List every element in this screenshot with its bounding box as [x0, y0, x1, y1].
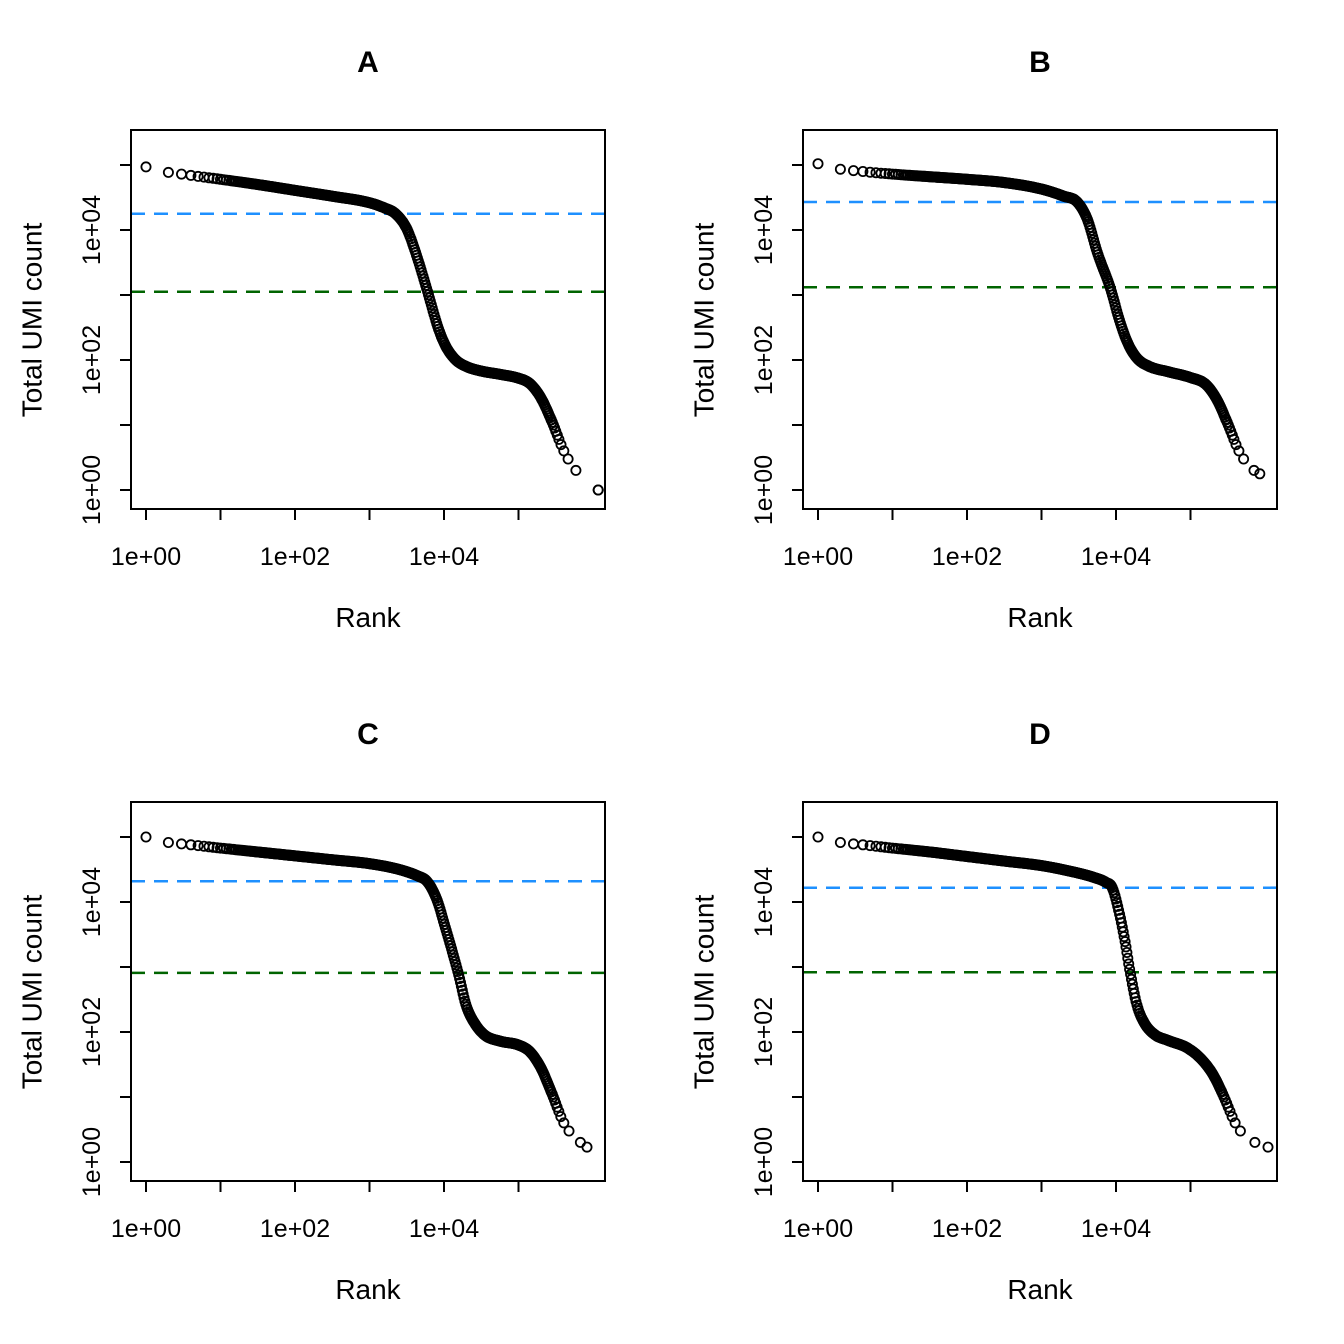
panel-b-y-axis-label: Total UMI count — [688, 222, 720, 418]
y-tick-label: 1e+00 — [78, 1127, 106, 1197]
plot-box — [802, 801, 1278, 1182]
y-tick-label: 1e+02 — [750, 325, 778, 395]
x-tick-label: 1e+02 — [260, 1215, 330, 1243]
x-tick-label: 1e+04 — [409, 543, 479, 571]
panel-d-x-axis-label: Rank — [1007, 1274, 1073, 1305]
y-tick-label: 1e+02 — [78, 997, 106, 1067]
panel-c-x-axis-label: Rank — [335, 1274, 401, 1305]
x-tick-label: 1e+04 — [1081, 1215, 1151, 1243]
barcode-rank-points — [140, 161, 604, 496]
plot-box — [802, 129, 1278, 510]
panel-c-y-axis-label: Total UMI count — [16, 894, 48, 1090]
y-tick-label: 1e+02 — [78, 325, 106, 395]
panel-d-y-axis-label: Total UMI count — [688, 894, 720, 1090]
x-tick-label: 1e+04 — [1081, 543, 1151, 571]
panel-d: D 1e+00 1e+02 1e+04 1e+00 1e+02 1e+04 Rank To… — [672, 672, 1344, 1344]
panel-a-x-axis-label: Rank — [335, 602, 401, 633]
y-tick-label: 1e+02 — [750, 997, 778, 1067]
panel-d-plot: 1e+00 1e+02 1e+04 1e+00 1e+02 1e+04 — [750, 801, 1278, 1243]
panel-b-plot: 1e+00 1e+02 1e+04 1e+00 1e+02 1e+04 — [750, 129, 1278, 571]
panel-b-x-axis-label: Rank — [1007, 602, 1073, 633]
x-tick-label: 1e+00 — [111, 543, 181, 571]
x-tick-label: 1e+04 — [409, 1215, 479, 1243]
panel-d-title: D — [1029, 718, 1051, 751]
x-tick-label: 1e+00 — [783, 543, 853, 571]
panel-c-title: C — [357, 718, 379, 751]
y-tick-label: 1e+00 — [750, 1127, 778, 1197]
panel-c: C 1e+00 1e+02 1e+04 1e+00 1e+02 1e+04 Rank To… — [0, 672, 672, 1344]
y-tick-label: 1e+04 — [78, 195, 106, 265]
y-tick-label: 1e+04 — [750, 867, 778, 937]
panel-a-y-axis-label: Total UMI count — [16, 222, 48, 418]
x-tick-label: 1e+02 — [932, 1215, 1002, 1243]
panel-a-title: A — [357, 46, 379, 79]
plot-box — [130, 129, 606, 510]
x-tick-label: 1e+00 — [111, 1215, 181, 1243]
panel-a-plot: 1e+00 1e+02 1e+04 1e+00 1e+02 1e+04 — [78, 129, 606, 571]
plot-box — [130, 801, 606, 1182]
panel-a: A 1e+00 1e+02 1e+04 1e+00 1e+02 1e+04 Rank To… — [0, 0, 672, 672]
panel-b-title: B — [1029, 46, 1051, 79]
barcode-rank-points — [140, 831, 593, 1153]
barcode-rank-points — [812, 831, 1274, 1153]
x-tick-label: 1e+00 — [783, 1215, 853, 1243]
y-tick-label: 1e+04 — [78, 867, 106, 937]
y-tick-label: 1e+00 — [750, 455, 778, 525]
x-tick-label: 1e+02 — [260, 543, 330, 571]
y-tick-label: 1e+04 — [750, 195, 778, 265]
y-tick-label: 1e+00 — [78, 455, 106, 525]
barcode-rank-points — [812, 158, 1266, 480]
x-tick-label: 1e+02 — [932, 543, 1002, 571]
panel-b: B 1e+00 1e+02 1e+04 1e+00 1e+02 1e+04 Rank To… — [672, 0, 1344, 672]
panel-c-plot: 1e+00 1e+02 1e+04 1e+00 1e+02 1e+04 — [78, 801, 606, 1243]
